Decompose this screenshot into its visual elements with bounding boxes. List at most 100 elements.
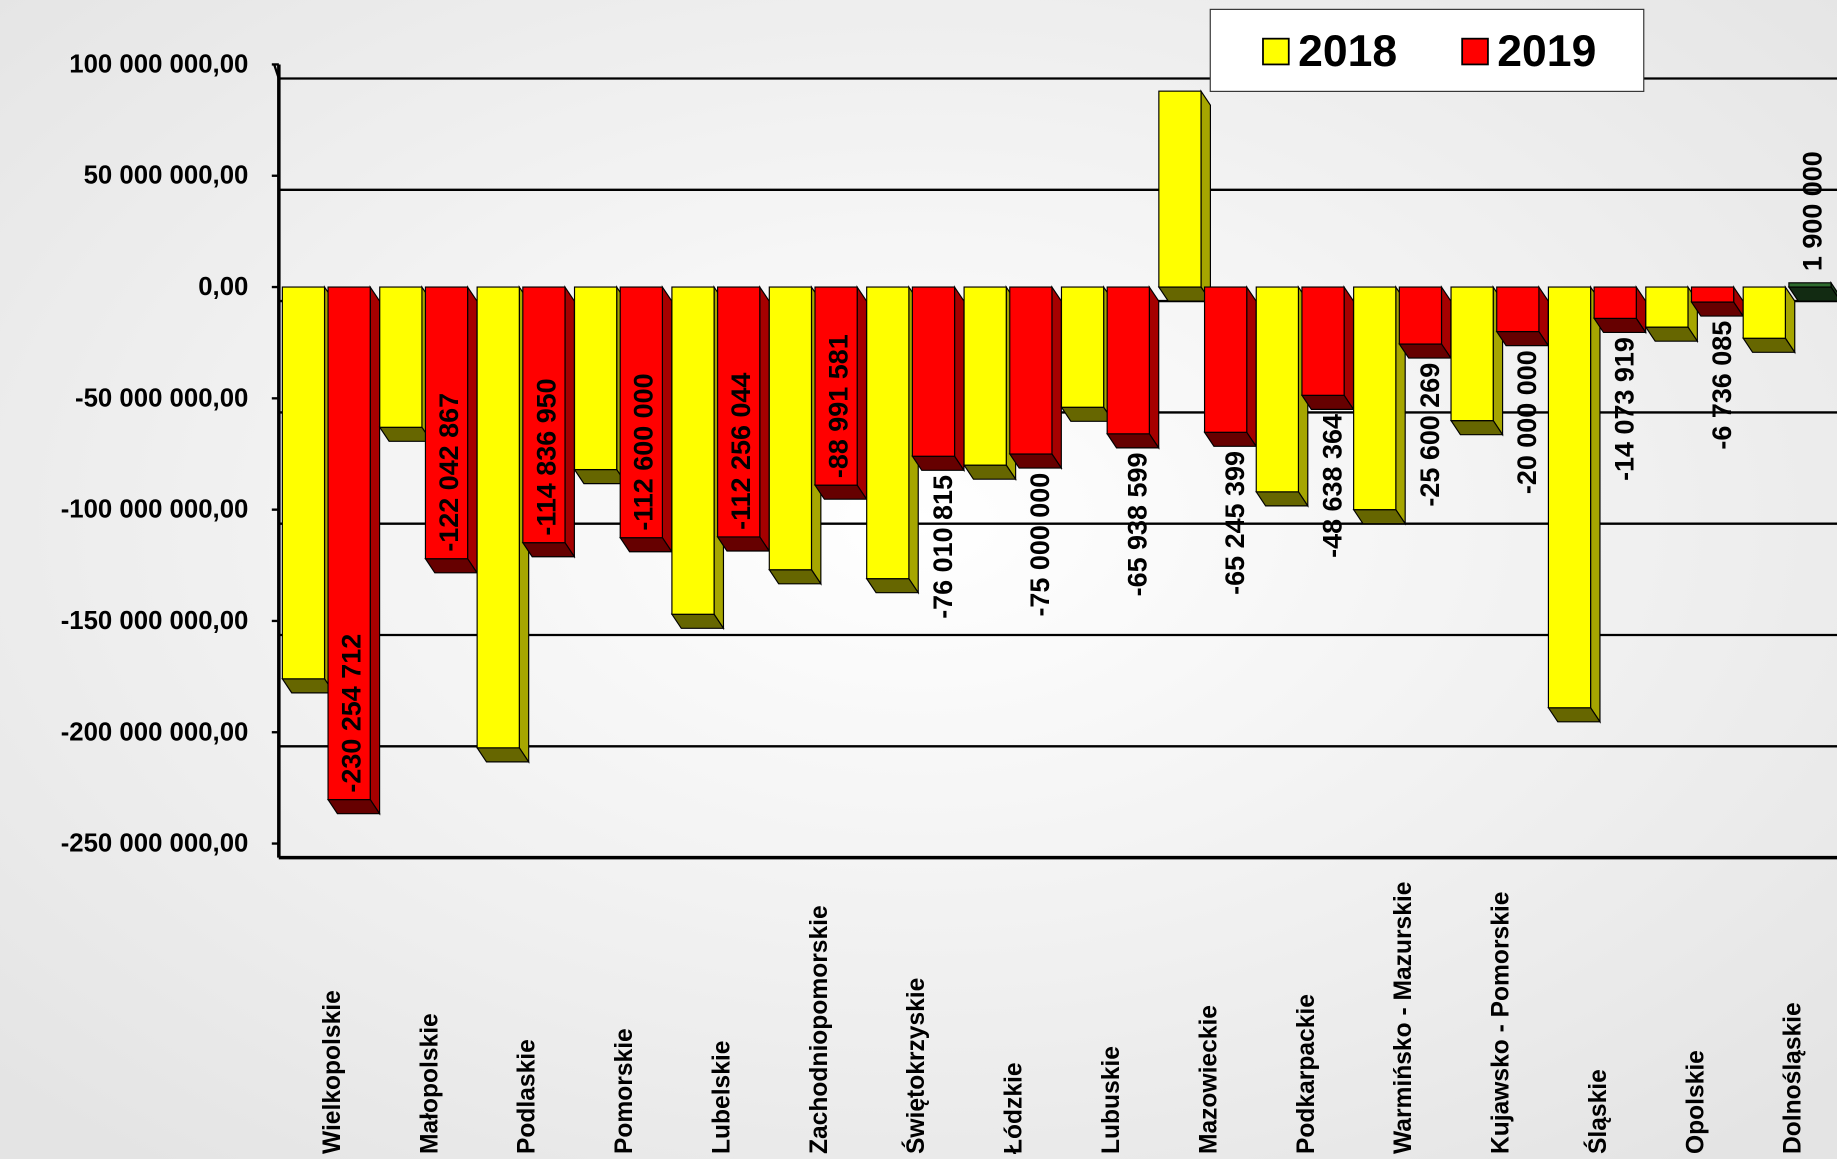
value-label: -65 938 599 xyxy=(1123,453,1153,597)
bar xyxy=(1106,286,1150,435)
y-axis-depth xyxy=(273,64,280,79)
x-tick-label: Małopolskie xyxy=(416,1013,443,1154)
bar-side xyxy=(953,285,965,473)
value-label: -122 042 867 xyxy=(434,393,464,552)
x-tick-label: Pomorskie xyxy=(611,1028,638,1154)
bar-side xyxy=(1343,285,1355,412)
x-tick-label: Dolnośląskie xyxy=(1780,1002,1807,1154)
bar-side xyxy=(467,285,478,575)
bar xyxy=(814,286,858,486)
bar-cap xyxy=(1547,707,1602,723)
bar-cap xyxy=(911,455,966,471)
bar-side xyxy=(856,285,868,502)
bar xyxy=(522,286,566,544)
bar xyxy=(1496,286,1540,333)
x-tick-label: Lubuskie xyxy=(1098,1046,1125,1154)
bar-side xyxy=(1590,285,1601,724)
bar-cap xyxy=(281,678,336,694)
value-label: -230 254 712 xyxy=(336,634,366,793)
bar-cap xyxy=(670,613,725,629)
bar xyxy=(911,286,956,457)
bar-side xyxy=(1246,285,1257,449)
bar-side xyxy=(661,285,673,554)
bar-cap xyxy=(1106,433,1160,449)
bar-cap xyxy=(1060,406,1115,422)
bar-cap xyxy=(1593,317,1647,334)
bar-cap xyxy=(378,426,433,442)
value-label: -25 600 269 xyxy=(1415,363,1445,507)
value-label: -112 600 000 xyxy=(629,373,659,530)
bar xyxy=(1060,286,1105,408)
bar-cap xyxy=(962,464,1017,480)
x-tick-label: Opolskie xyxy=(1682,1050,1709,1154)
bar-cap xyxy=(1742,337,1796,353)
x-tick-label: Podlaskie xyxy=(514,1039,541,1154)
bar-cap xyxy=(1255,491,1309,507)
x-tick-label: Świętokrzyskie xyxy=(902,978,930,1154)
bar xyxy=(866,286,910,580)
legend-label: 2019 xyxy=(1497,27,1596,76)
bar-cap xyxy=(1690,301,1745,317)
y-tick-label: -50 000 000,00 xyxy=(75,384,248,412)
bar xyxy=(1593,286,1637,319)
x-tick-label: Warmińsko - Mazurskie xyxy=(1390,882,1417,1154)
bar xyxy=(476,286,520,749)
value-label: -20 000 000 xyxy=(1512,350,1542,494)
bar xyxy=(1203,286,1248,433)
bar-cap xyxy=(865,578,920,594)
y-tick-label: -200 000 000,00 xyxy=(61,718,249,746)
x-tick-label: Lubelskie xyxy=(708,1041,735,1154)
bar-cap xyxy=(521,542,576,558)
legend-swatch xyxy=(1461,37,1489,66)
bar xyxy=(1742,286,1786,339)
x-tick-label: Mazowieckie xyxy=(1195,1005,1222,1154)
x-tick-label: Wielkopolskie xyxy=(319,990,346,1154)
bar-cap xyxy=(1398,343,1452,359)
bar xyxy=(281,286,326,680)
y-tick-label: -150 000 000,00 xyxy=(61,607,249,635)
x-tick-label: Zachodniopomorskie xyxy=(806,905,833,1154)
bar-side xyxy=(1200,89,1211,304)
bar-side xyxy=(759,285,770,553)
bar xyxy=(1009,286,1053,455)
y-tick-label: -250 000 000,00 xyxy=(61,830,249,858)
bar-cap xyxy=(573,468,628,485)
bar xyxy=(379,286,423,428)
value-label: -14 073 919 xyxy=(1610,337,1640,481)
value-label: -114 836 950 xyxy=(531,378,561,535)
y-tick-label: 0,00 xyxy=(198,273,248,301)
value-label: -112 256 044 xyxy=(726,373,756,530)
value-label: -75 000 000 xyxy=(1025,473,1055,617)
bar xyxy=(768,286,813,571)
x-tick-label: Podkarpackie xyxy=(1293,994,1320,1154)
bar xyxy=(1398,286,1443,345)
bar xyxy=(963,286,1007,466)
bar-cap xyxy=(1008,453,1063,469)
value-label: -65 245 399 xyxy=(1220,451,1250,595)
bar-cap xyxy=(716,536,771,552)
bar-cap xyxy=(813,484,868,500)
bar xyxy=(573,286,618,471)
value-label: -48 638 364 xyxy=(1317,414,1347,558)
bar xyxy=(1788,282,1832,288)
bar-cap xyxy=(1449,420,1504,436)
bar xyxy=(1547,286,1592,709)
legend-label: 2018 xyxy=(1298,27,1397,76)
bar xyxy=(1450,286,1494,422)
bar-cap xyxy=(326,799,381,815)
bar xyxy=(1353,286,1397,511)
bar xyxy=(671,286,715,615)
value-label: -76 010 815 xyxy=(928,475,958,619)
x-tick-label: Łódzkie xyxy=(1001,1062,1028,1154)
value-label: -6 736 085 xyxy=(1707,321,1737,450)
bar-cap xyxy=(1203,431,1258,447)
bar xyxy=(1301,286,1345,396)
bar xyxy=(327,286,371,801)
bar-side xyxy=(369,285,381,816)
bar-cap xyxy=(476,747,530,763)
bar xyxy=(424,286,469,560)
bar xyxy=(1690,286,1735,303)
y-tick-label: -100 000 000,00 xyxy=(61,496,249,524)
value-label: 1 900 000 xyxy=(1797,151,1827,271)
